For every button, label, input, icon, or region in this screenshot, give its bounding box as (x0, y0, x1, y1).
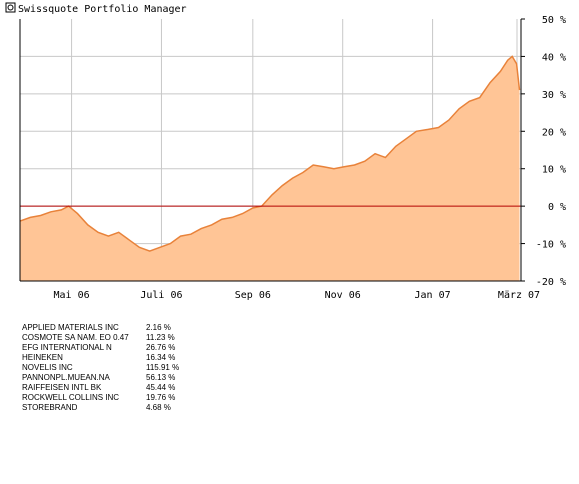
y-tick-label: -20 % (536, 277, 566, 288)
copyright-icon (5, 2, 16, 13)
legend-item-name: RAIFFEISEN INTL BK (22, 383, 102, 392)
y-tick-label: 50 % (542, 15, 566, 26)
x-tick-label: Mai 06 (54, 290, 90, 301)
legend-item-value: 115.91 % (146, 363, 180, 372)
y-tick-label: 30 % (542, 90, 566, 101)
legend-item-name: ROCKWELL COLLINS INC (22, 393, 120, 402)
legend-item-value: 4.68 % (146, 403, 171, 412)
legend-item-value: 26.76 % (146, 343, 176, 352)
legend-item-name: PANNONPL.MUEAN.NA (22, 373, 110, 382)
x-tick-label: Juli 06 (140, 290, 182, 301)
portfolio-line (19, 55, 521, 252)
legend-item: COSMOTE SA NAM. EO 0.47 11.23 % (22, 333, 322, 343)
legend-item: ROCKWELL COLLINS INC 19.76 % (22, 393, 322, 403)
y-tick-label: 20 % (542, 127, 566, 138)
legend-item-name: EFG INTERNATIONAL N (22, 343, 112, 352)
legend-item-name: HEINEKEN (22, 353, 63, 362)
y-axis-labels: 50 % 40 % 30 % 20 % 10 % 0 % -10 % -20 % (536, 15, 566, 288)
holdings-legend: APPLIED MATERIALS INC 2.16 % COSMOTE SA N… (22, 323, 322, 413)
legend-item: STOREBRAND 4.68 % (22, 403, 322, 413)
legend-item: NOVELIS INC 115.91 % (22, 363, 322, 373)
y-tick-label: 0 % (548, 202, 566, 213)
legend-item: PANNONPL.MUEAN.NA 56.13 % (22, 373, 322, 383)
legend-item-name: APPLIED MATERIALS INC (22, 323, 119, 332)
legend-item: EFG INTERNATIONAL N 26.76 % (22, 343, 322, 353)
x-tick-label: Jan 07 (415, 290, 451, 301)
axes (19, 18, 525, 282)
title-group: Swissquote Portfolio Manager (5, 2, 187, 15)
legend-item-value: 19.76 % (146, 393, 176, 402)
x-tick-label: Sep 06 (235, 290, 271, 301)
x-axis-labels: Mai 06 Juli 06 Sep 06 Nov 06 Jan 07 März 07 (54, 290, 541, 301)
x-tick-label: Nov 06 (325, 290, 361, 301)
legend-item-value: 2.16 % (146, 323, 171, 332)
legend-item-value: 16.34 % (146, 353, 176, 362)
legend-item-name: NOVELIS INC (22, 363, 73, 372)
y-tick-label: 10 % (542, 165, 566, 176)
y-tick-label: 40 % (542, 52, 566, 63)
legend-item: RAIFFEISEN INTL BK 45.44 % (22, 383, 322, 393)
y-tick-label: -10 % (536, 240, 566, 251)
legend-item-value: 56.13 % (146, 373, 176, 382)
portfolio-area (20, 56, 520, 282)
portfolio-chart: Swissquote Portfolio Manager 50 % 40 % 30 … (5, 2, 566, 301)
legend-item-value: 11.23 % (146, 333, 175, 342)
legend-item-value: 45.44 % (146, 383, 176, 392)
x-tick-label: März 07 (498, 290, 540, 301)
legend-item-name: STOREBRAND (22, 403, 78, 412)
chart-title: Swissquote Portfolio Manager (18, 4, 187, 15)
legend-item: APPLIED MATERIALS INC 2.16 % (22, 323, 322, 333)
legend-item: HEINEKEN 16.34 % (22, 353, 322, 363)
legend-item-name: COSMOTE SA NAM. EO 0.47 (22, 333, 129, 342)
